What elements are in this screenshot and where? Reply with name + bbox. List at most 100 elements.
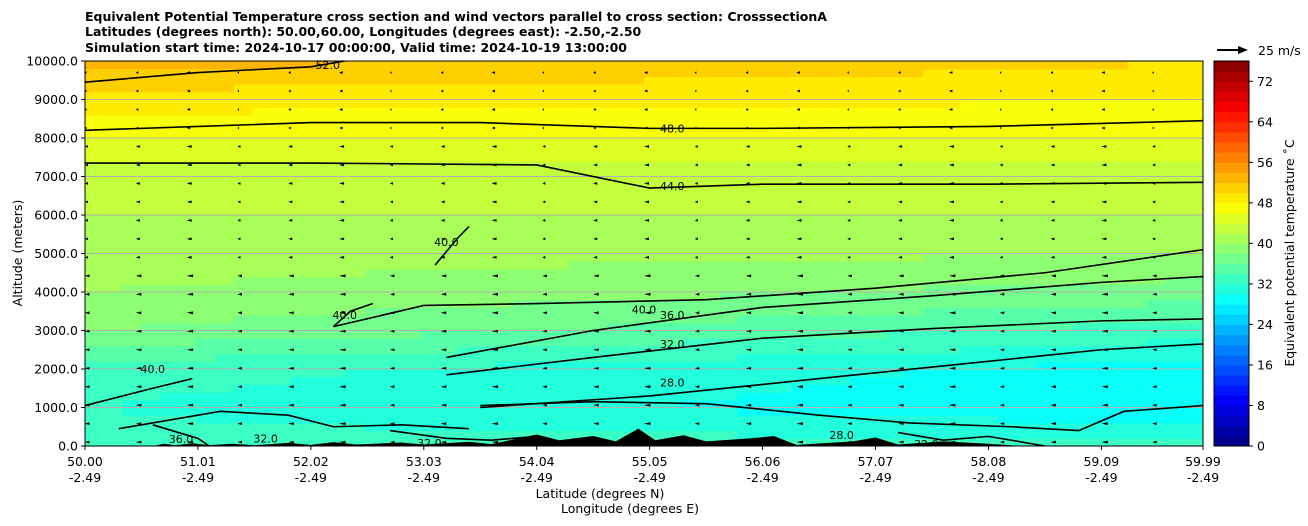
field-cell <box>737 399 757 409</box>
wind-vector-arrow <box>186 366 194 370</box>
field-cell <box>1184 276 1203 285</box>
field-cell <box>1165 338 1185 347</box>
field-cell <box>811 161 831 170</box>
wind-vector-arrow <box>237 274 242 278</box>
field-cell <box>308 76 328 85</box>
field-cell <box>383 307 403 316</box>
wind-vector-arrow <box>186 274 194 278</box>
field-cell <box>569 176 589 185</box>
field-cell <box>494 369 515 378</box>
field-cell <box>401 422 421 432</box>
field-cell <box>215 307 235 316</box>
field-cell <box>588 276 608 285</box>
wind-vector-arrow <box>542 385 547 389</box>
field-cell <box>998 114 1018 124</box>
field-cell <box>1035 191 1055 201</box>
field-cell <box>960 168 980 178</box>
field-cell <box>588 145 608 154</box>
field-cell <box>1035 238 1055 247</box>
wind-vector-arrow <box>389 329 395 333</box>
field-cell <box>532 107 552 116</box>
field-cell <box>830 99 850 108</box>
field-cell <box>662 261 682 270</box>
field-cell <box>606 107 626 116</box>
wind-vector-arrow <box>898 163 903 167</box>
field-cell <box>681 184 701 193</box>
field-cell <box>494 284 515 293</box>
field-cell <box>811 376 831 385</box>
field-cell <box>494 261 515 270</box>
field-cell <box>830 353 850 362</box>
field-cell <box>1128 122 1148 131</box>
field-cell <box>513 68 533 77</box>
field-cell <box>196 199 217 208</box>
field-cell <box>662 68 682 77</box>
field-cell <box>289 153 310 162</box>
wind-vector-arrow <box>745 274 752 278</box>
field-cell <box>439 76 459 85</box>
field-cell <box>532 245 552 255</box>
field-cell <box>904 338 925 347</box>
field-cell <box>979 145 999 154</box>
colorbar-segment <box>1214 81 1249 92</box>
field-cell <box>1035 114 1055 124</box>
field-cell <box>718 353 738 362</box>
field-cell <box>811 292 831 301</box>
field-cell <box>1072 430 1092 439</box>
field-cell <box>904 322 925 332</box>
field-cell <box>1165 138 1185 147</box>
field-cell <box>1165 292 1185 301</box>
field-cell <box>979 392 999 401</box>
field-cell <box>103 245 123 255</box>
field-cell <box>606 376 626 385</box>
field-cell <box>848 99 869 108</box>
field-cell <box>234 215 254 224</box>
field-cell <box>159 338 179 347</box>
wind-vector-arrow <box>237 385 242 389</box>
wind-vector-arrow <box>796 237 802 241</box>
field-cell <box>308 99 328 108</box>
field-cell <box>904 384 925 393</box>
field-cell <box>550 261 571 270</box>
field-cell <box>1035 407 1055 416</box>
wind-vector-arrow <box>1152 274 1157 278</box>
field-cell <box>1016 76 1036 85</box>
field-cell <box>103 415 123 424</box>
field-cell <box>85 369 105 378</box>
contour-label: 32.0 <box>417 437 442 450</box>
field-cell <box>886 338 906 347</box>
field-cell <box>718 430 738 439</box>
field-cell <box>439 91 459 101</box>
field-cell <box>178 176 198 185</box>
field-cell <box>252 430 272 439</box>
field-cell <box>215 99 235 108</box>
field-cell <box>662 91 682 101</box>
field-cell <box>886 345 906 355</box>
field-cell <box>737 84 757 93</box>
field-cell <box>327 153 347 162</box>
field-cell <box>1109 222 1130 231</box>
field-cell <box>811 176 831 185</box>
field-cell <box>103 399 123 409</box>
field-cell <box>644 338 664 347</box>
field-cell <box>960 107 980 116</box>
field-cell <box>494 245 515 255</box>
field-cell <box>550 199 571 208</box>
field-cell <box>998 68 1018 77</box>
field-cell <box>569 353 589 362</box>
field-cell <box>159 353 179 362</box>
field-cell <box>979 415 999 424</box>
field-cell <box>550 422 571 432</box>
wind-vector-arrow <box>898 237 903 241</box>
field-cell <box>178 330 198 339</box>
field-cell <box>886 392 906 401</box>
field-cell <box>159 345 179 355</box>
colorbar-segment <box>1214 375 1249 386</box>
field-cell <box>103 68 123 77</box>
field-cell <box>383 376 403 385</box>
field-cell <box>867 176 887 185</box>
field-cell <box>923 130 943 139</box>
wind-vector-arrow <box>288 385 294 389</box>
field-cell <box>308 415 328 424</box>
field-cell <box>457 61 477 70</box>
